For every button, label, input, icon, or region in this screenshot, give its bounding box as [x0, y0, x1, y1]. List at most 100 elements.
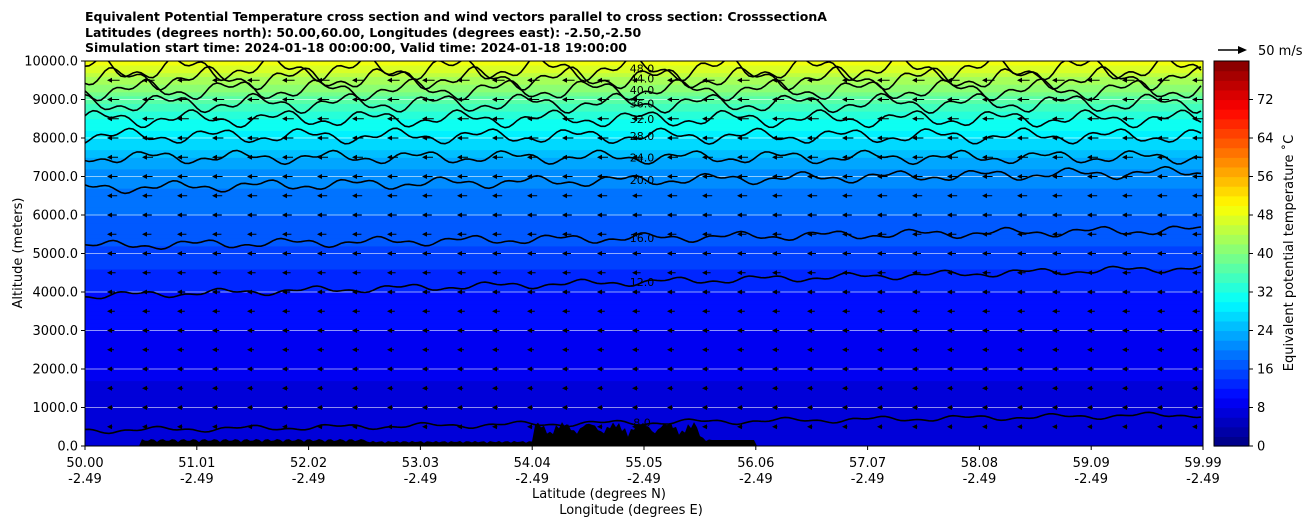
wind-vector-head: [632, 270, 637, 276]
wind-vector-head: [1192, 154, 1197, 160]
wind-vector-head: [527, 289, 532, 295]
x-tick-label-latitude: 58.08: [961, 456, 998, 471]
wind-vector-head: [457, 328, 462, 333]
wind-vector-head: [352, 328, 357, 333]
wind-vector-head: [387, 116, 392, 122]
wind-vector-head: [737, 154, 742, 160]
wind-vector-head: [317, 424, 322, 430]
wind-vector-head: [247, 366, 252, 372]
field-band: [85, 118, 1203, 124]
contour-line: [85, 225, 1202, 251]
wind-vector-head: [422, 77, 427, 83]
wind-vector-head: [702, 77, 707, 83]
wind-vector-head: [772, 212, 777, 218]
wind-vector-head: [737, 405, 742, 410]
x-tick-label-latitude: 52.02: [290, 456, 327, 471]
wind-vector-head: [1052, 405, 1057, 410]
wind-vector-head: [877, 212, 882, 218]
field-band: [85, 257, 1203, 262]
wind-vector-head: [177, 385, 182, 391]
wind-vector-head: [702, 154, 707, 160]
wind-vector-head: [317, 135, 322, 141]
wind-vector-head: [142, 77, 147, 83]
wind-vector-head: [107, 270, 112, 276]
wind-vector-head: [212, 385, 217, 391]
wind-vector-head: [1157, 231, 1162, 237]
wind-vector-head: [807, 366, 812, 372]
field-band: [85, 403, 1203, 409]
wind-vector-head: [317, 251, 322, 256]
wind-vector-head: [1192, 308, 1197, 314]
wind-vector-head: [597, 308, 602, 314]
x-tick-label-latitude: 51.01: [178, 456, 215, 471]
colorbar-tick-label: 0: [1257, 440, 1265, 455]
wind-vector-head: [807, 193, 812, 199]
wind-vector-head: [1017, 385, 1022, 391]
wind-vector-head: [947, 424, 952, 430]
wind-vector-head: [737, 231, 742, 237]
wind-vector-head: [702, 174, 707, 179]
wind-vector-head: [422, 328, 427, 333]
wind-vector-head: [1087, 424, 1092, 430]
y-tick-label: 9000.0: [33, 93, 79, 108]
colorbar-swatch: [1214, 330, 1249, 341]
wind-vector-head: [632, 347, 637, 353]
wind-vector-head: [1192, 328, 1197, 333]
wind-vector-head: [212, 270, 217, 276]
wind-vector-head: [1087, 347, 1092, 353]
wind-vector-head: [317, 270, 322, 276]
field-band: [85, 245, 1203, 251]
wind-vector-head: [212, 424, 217, 430]
wind-vector-head: [807, 174, 812, 179]
wind-vector-head: [107, 328, 112, 333]
wind-vector-head: [772, 347, 777, 353]
wind-vector-head: [107, 174, 112, 179]
wind-vector-head: [632, 231, 637, 237]
field-band: [85, 234, 1203, 239]
wind-vector-head: [1122, 328, 1127, 333]
wind-vector-head: [107, 405, 112, 410]
wind-vector-head: [597, 231, 602, 237]
wind-vector-head: [632, 385, 637, 391]
field-band: [85, 72, 1203, 77]
wind-vector-head: [772, 270, 777, 276]
contour-label: 44.0: [630, 72, 655, 85]
wind-vector-head: [1087, 251, 1092, 256]
wind-vector-head: [457, 135, 462, 141]
wind-vector-head: [667, 366, 672, 372]
wind-vector-head: [1192, 193, 1197, 199]
wind-vector-head: [247, 308, 252, 314]
wind-vector-head: [1122, 97, 1127, 102]
wind-vector-head: [667, 251, 672, 256]
field-band: [85, 415, 1203, 420]
field-band: [85, 399, 1203, 405]
wind-vector-head: [1052, 251, 1057, 256]
wind-vector-head: [1087, 405, 1092, 410]
field-band: [85, 272, 1203, 278]
wind-vector-head: [667, 308, 672, 314]
wind-vector-head: [352, 212, 357, 218]
contour-label: 40.0: [630, 84, 655, 97]
colorbar-swatch: [1214, 311, 1249, 322]
wind-vector-head: [597, 77, 602, 83]
wind-vector-head: [492, 251, 497, 256]
wind-vector-head: [842, 97, 847, 102]
wind-vector-head: [212, 116, 217, 122]
wind-vector-head: [387, 405, 392, 410]
wind-vector-head: [247, 270, 252, 276]
wind-vector-head: [1157, 366, 1162, 372]
wind-vector-head: [1052, 135, 1057, 141]
field-band: [85, 91, 1203, 97]
field-band: [85, 111, 1203, 116]
wind-vector-head: [492, 270, 497, 276]
wind-vector-head: [1122, 385, 1127, 391]
wind-vector-head: [807, 289, 812, 295]
wind-vector-head: [667, 328, 672, 333]
y-tick-label: 2000.0: [33, 363, 79, 378]
wind-vector-head: [1017, 347, 1022, 353]
contour-line: [85, 265, 1202, 300]
wind-vector-head: [702, 231, 707, 237]
colorbar-swatch: [1214, 292, 1249, 303]
wind-vector-head: [667, 154, 672, 160]
wind-vector-head: [177, 135, 182, 141]
